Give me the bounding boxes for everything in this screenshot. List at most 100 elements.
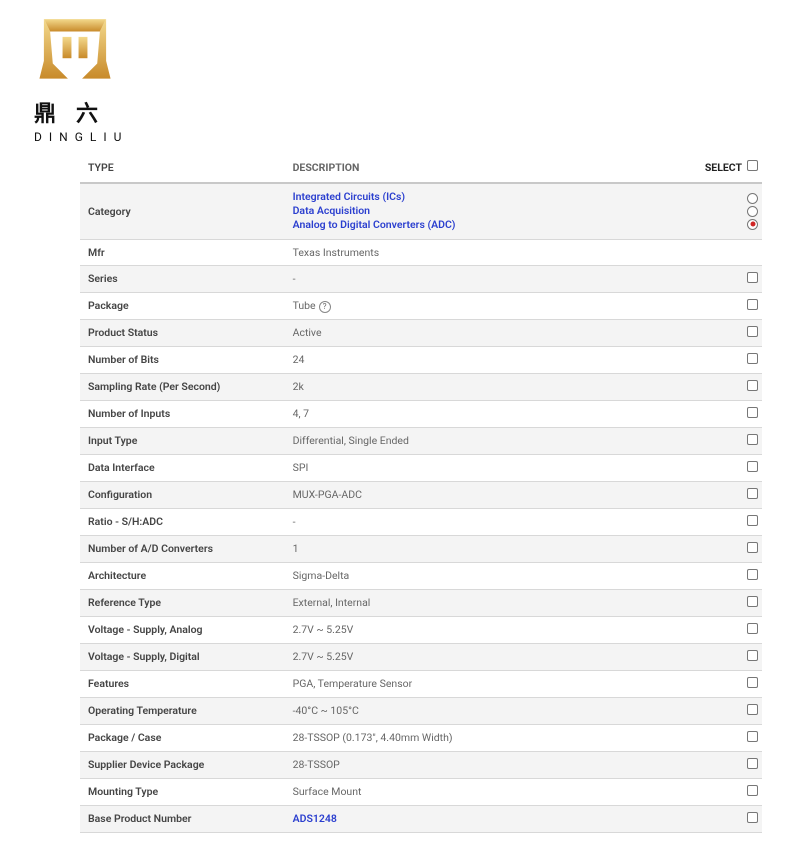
row-checkbox[interactable] — [747, 353, 758, 364]
row-desc-cell: 28-TSSOP — [285, 751, 694, 778]
header-description: DESCRIPTION — [285, 152, 694, 183]
row-checkbox[interactable] — [747, 272, 758, 283]
row-type-label: Product Status — [80, 319, 285, 346]
table-row: Number of Bits24 — [80, 346, 762, 373]
row-desc-cell: 4, 7 — [285, 400, 694, 427]
row-checkbox[interactable] — [747, 488, 758, 499]
row-checkbox[interactable] — [747, 542, 758, 553]
row-type-label: Mounting Type — [80, 778, 285, 805]
table-row: Ratio - S/H:ADC- — [80, 508, 762, 535]
row-checkbox[interactable] — [747, 461, 758, 472]
row-checkbox[interactable] — [747, 623, 758, 634]
row-checkbox[interactable] — [747, 515, 758, 526]
row-type-label: Number of A/D Converters — [80, 535, 285, 562]
row-checkbox[interactable] — [747, 785, 758, 796]
table-row: Base Product NumberADS1248 — [80, 805, 762, 832]
row-checkbox[interactable] — [747, 407, 758, 418]
row-select-cell — [694, 616, 762, 643]
row-desc-cell: Sigma-Delta — [285, 562, 694, 589]
row-checkbox[interactable] — [747, 677, 758, 688]
row-type-label: Ratio - S/H:ADC — [80, 508, 285, 535]
row-type-label: Category — [80, 183, 285, 239]
row-type-label: Input Type — [80, 427, 285, 454]
table-row: Voltage - Supply, Analog2.7V ~ 5.25V — [80, 616, 762, 643]
category-link[interactable]: Integrated Circuits (ICs) — [293, 190, 686, 204]
row-select-cell — [694, 724, 762, 751]
row-checkbox[interactable] — [747, 434, 758, 445]
row-desc-cell: 2.7V ~ 5.25V — [285, 616, 694, 643]
row-checkbox[interactable] — [747, 731, 758, 742]
row-checkbox[interactable] — [747, 326, 758, 337]
row-checkbox[interactable] — [747, 569, 758, 580]
row-desc-cell: 24 — [285, 346, 694, 373]
select-all-checkbox[interactable] — [747, 160, 758, 171]
row-desc-cell: - — [285, 265, 694, 292]
row-checkbox[interactable] — [747, 650, 758, 661]
row-type-label: Operating Temperature — [80, 697, 285, 724]
row-select-cell — [694, 454, 762, 481]
row-select-cell — [694, 670, 762, 697]
row-desc-cell: Active — [285, 319, 694, 346]
table-row: Mounting TypeSurface Mount — [80, 778, 762, 805]
row-checkbox[interactable] — [747, 596, 758, 607]
category-radio[interactable] — [747, 219, 758, 230]
row-desc-cell: - — [285, 508, 694, 535]
row-select-cell — [694, 427, 762, 454]
row-checkbox[interactable] — [747, 758, 758, 769]
row-checkbox[interactable] — [747, 704, 758, 715]
row-type-label: Supplier Device Package — [80, 751, 285, 778]
row-select-cell — [694, 373, 762, 400]
category-link[interactable]: Analog to Digital Converters (ADC) — [293, 218, 686, 232]
row-select-cell — [694, 778, 762, 805]
row-desc-cell: SPI — [285, 454, 694, 481]
row-type-label: Series — [80, 265, 285, 292]
row-type-label: Reference Type — [80, 589, 285, 616]
row-desc-cell: 2k — [285, 373, 694, 400]
row-desc-cell: PGA, Temperature Sensor — [285, 670, 694, 697]
row-desc-cell: Surface Mount — [285, 778, 694, 805]
row-desc-cell: Texas Instruments — [285, 239, 694, 265]
row-type-label: Sampling Rate (Per Second) — [80, 373, 285, 400]
table-row: Reference TypeExternal, Internal — [80, 589, 762, 616]
row-select-cell — [694, 292, 762, 319]
row-checkbox[interactable] — [747, 299, 758, 310]
header-row: TYPE DESCRIPTION SELECT — [80, 152, 762, 183]
row-select-cell — [694, 400, 762, 427]
category-radio[interactable] — [747, 206, 758, 217]
row-desc-cell: MUX-PGA-ADC — [285, 481, 694, 508]
row-select-cell — [694, 589, 762, 616]
row-select-cell — [694, 265, 762, 292]
row-type-label: Architecture — [80, 562, 285, 589]
header-select-label: SELECT — [705, 161, 742, 174]
row-type-label: Features — [80, 670, 285, 697]
row-desc-cell: Tube? — [285, 292, 694, 319]
table-row: ArchitectureSigma-Delta — [80, 562, 762, 589]
row-select-cell — [694, 697, 762, 724]
row-checkbox[interactable] — [747, 812, 758, 823]
row-desc-cell: ADS1248 — [285, 805, 694, 832]
row-type-label: Package / Case — [80, 724, 285, 751]
row-desc-cell: -40°C ~ 105°C — [285, 697, 694, 724]
row-checkbox[interactable] — [747, 380, 758, 391]
table-row: Voltage - Supply, Digital2.7V ~ 5.25V — [80, 643, 762, 670]
category-link[interactable]: Data Acquisition — [293, 204, 686, 218]
category-radio[interactable] — [747, 193, 758, 204]
header-type: TYPE — [80, 152, 285, 183]
logo-area: 鼎六 DINGLIU — [0, 0, 800, 152]
row-select-cell — [694, 643, 762, 670]
product-link[interactable]: ADS1248 — [293, 812, 337, 825]
row-type-label: Number of Inputs — [80, 400, 285, 427]
table-row: Input TypeDifferential, Single Ended — [80, 427, 762, 454]
row-select-cell — [694, 183, 762, 239]
row-select-cell — [694, 562, 762, 589]
company-logo-icon — [30, 12, 120, 92]
table-row: Package / Case28-TSSOP (0.173", 4.40mm W… — [80, 724, 762, 751]
table-row: PackageTube? — [80, 292, 762, 319]
table-row: Number of Inputs4, 7 — [80, 400, 762, 427]
logo-text-en: DINGLIU — [34, 130, 780, 144]
row-desc-cell: 28-TSSOP (0.173", 4.40mm Width) — [285, 724, 694, 751]
row-desc-cell: External, Internal — [285, 589, 694, 616]
spec-table: TYPE DESCRIPTION SELECT Category Integrat… — [80, 152, 762, 833]
help-icon[interactable]: ? — [319, 301, 331, 313]
row-type-label: Configuration — [80, 481, 285, 508]
